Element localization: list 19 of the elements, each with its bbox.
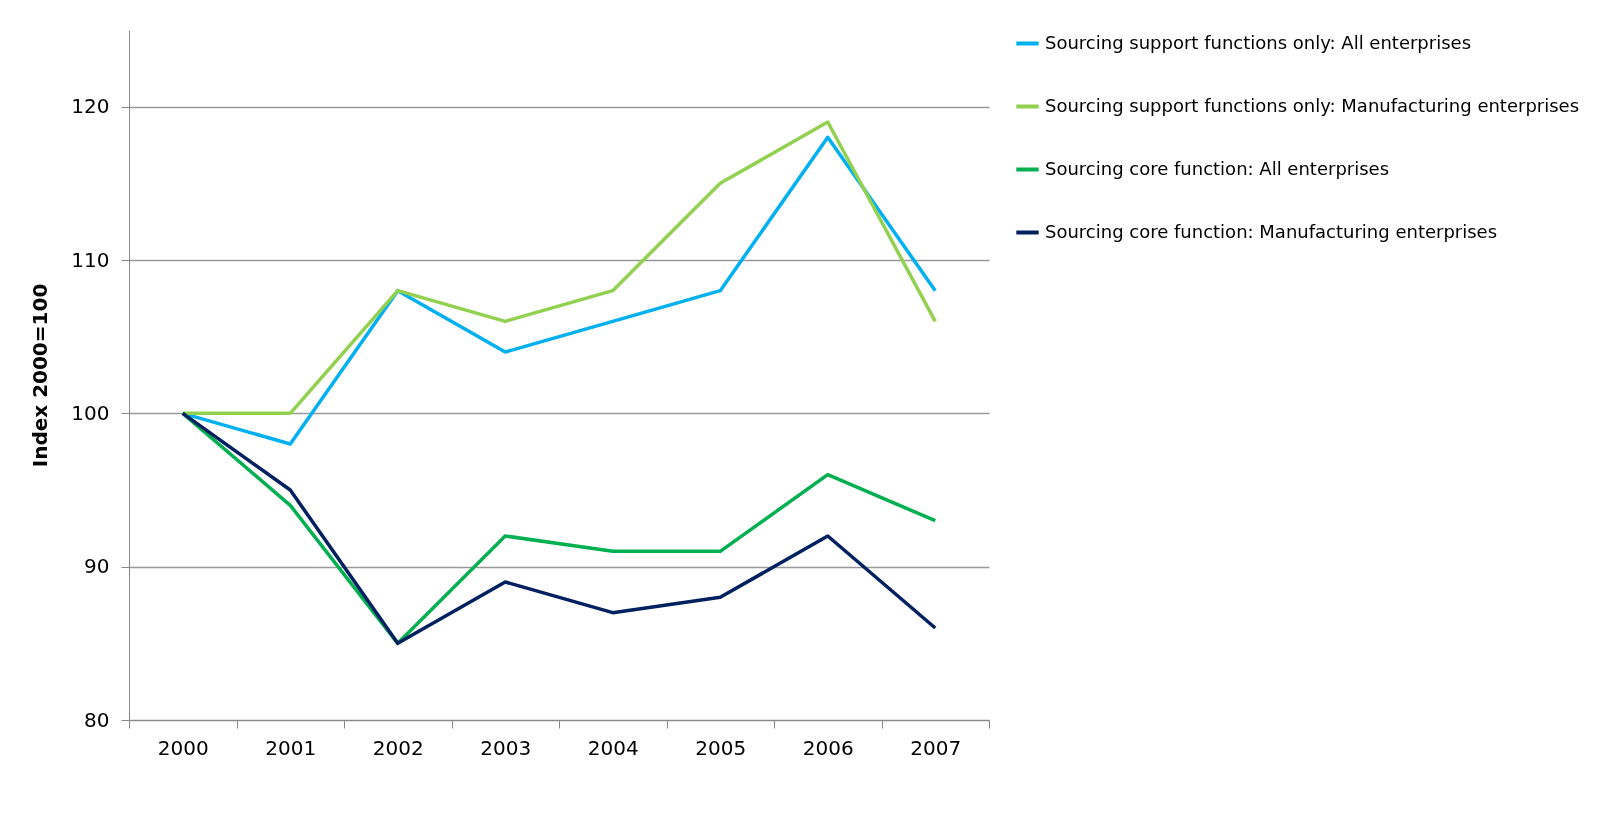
y-tick-label: 120 (71, 94, 110, 119)
y-axis-title: Index 2000=100 (28, 283, 53, 468)
x-tick-label: 2003 (480, 735, 532, 760)
x-tick-label: 2002 (372, 735, 424, 760)
x-tick-label: 2001 (265, 735, 317, 760)
legend-label: Sourcing core function: Manufacturing enterprises (1045, 220, 1498, 242)
x-tick-label: 2007 (910, 735, 962, 760)
legend-label: Sourcing support functions only: All enterprises (1045, 31, 1472, 53)
line-series (181, 411, 937, 646)
legend-label: Sourcing support functions only: Manufacturing enterprises (1045, 94, 1580, 116)
y-tick-label: 80 (84, 707, 110, 732)
y-tick-label: 110 (71, 247, 110, 272)
y-tick-label: 90 (84, 554, 110, 579)
x-tick-label: 2006 (802, 735, 854, 760)
y-tick-label: 100 (71, 400, 110, 425)
x-tick-label: 2000 (157, 735, 209, 760)
x-tick-label: 2004 (587, 735, 639, 760)
legend-label: Sourcing core function: All enterprises (1045, 157, 1390, 179)
x-tick-label: 2005 (695, 735, 747, 760)
